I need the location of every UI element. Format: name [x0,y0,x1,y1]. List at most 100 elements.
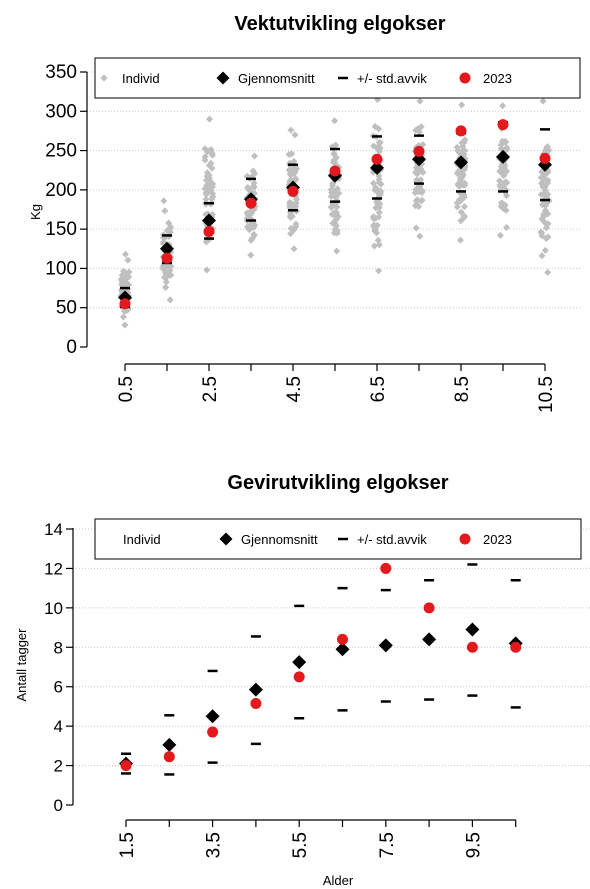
individ-point [160,197,168,205]
individ-point [457,174,465,182]
individ-point [205,181,213,189]
marker-2023 [329,165,341,177]
individ-point [542,206,550,214]
mean-marker [205,709,220,724]
individ-point [460,213,468,221]
chart-2-x-axis-label: Alder [323,873,354,888]
individ-point [290,157,298,165]
individ-point [251,170,259,178]
y-tick-label: 350 [45,62,77,83]
marker-2023 [245,197,257,209]
legend-mean-label: Gjennomsnitt [238,71,315,86]
individ-point [328,204,336,212]
y-tick-label: 150 [45,219,77,240]
individ-point [455,196,463,204]
legend-individ-icon [100,74,108,82]
individ-point [371,227,379,235]
individ-point [413,167,421,175]
individ-point [203,266,211,274]
marker-2023 [250,697,262,709]
individ-point [121,250,129,258]
individ-point [538,179,546,187]
individ-point [202,190,210,198]
marker-2023 [455,125,467,137]
individ-point [287,224,295,232]
mean-marker [248,682,263,697]
x-tick-label: 6.5 [368,376,389,402]
individ-point [203,172,211,180]
individ-point [544,190,552,198]
individ-point [375,213,383,221]
chart-1-y-axis-label: Kg [28,204,43,220]
individ-point [290,170,298,178]
individ-point [292,165,300,173]
y-tick-label: 2 [54,757,63,776]
individ-point [251,152,259,160]
individ-point [201,185,209,193]
y-tick-label: 0 [66,337,77,358]
x-tick-label: 4.5 [284,376,305,402]
legend-mean-icon [219,532,233,546]
individ-point [371,123,379,131]
individ-point [542,224,550,232]
marker-2023 [466,641,478,653]
y-tick-label: 4 [54,717,63,736]
legend-individ-label: Individ [122,71,160,86]
individ-point [250,183,258,191]
individ-point [287,230,295,238]
individ-point [291,202,299,210]
individ-point [285,150,293,158]
individ-point [162,284,170,292]
marker-2023 [510,641,522,653]
individ-point [249,167,257,175]
y-tick-label: 100 [45,258,77,279]
x-tick-label: 3.5 [204,832,225,858]
chart-2-y-axis-label: Antall tagger [14,628,29,702]
individ-point [497,163,505,171]
individ-point [539,97,547,105]
individ-point [376,144,384,152]
individ-point [201,145,209,153]
individ-point [416,232,424,240]
individ-point [369,179,377,187]
individ-point [333,247,341,255]
individ-point [207,159,215,167]
legend-2023-label: 2023 [483,532,512,547]
individ-point [503,179,511,187]
marker-2023 [423,602,435,614]
individ-point [328,210,336,218]
individ-point [375,208,383,216]
individ-point [412,224,420,232]
individ-point [501,201,509,209]
legend-std-label: +/- std.avvik [357,532,427,547]
mean-marker [335,642,350,657]
individ-point [417,197,425,205]
individ-point [498,137,506,145]
individ-point [538,168,546,176]
individ-point [119,313,127,321]
marker-2023 [163,751,175,763]
marker-2023 [413,145,425,157]
individ-point [502,167,510,175]
individ-point [541,183,549,191]
mean-marker [370,160,384,175]
individ-point [543,144,551,152]
individ-point [496,177,504,185]
individ-point [543,176,551,184]
individ-point [247,251,255,259]
individ-point [541,219,549,227]
individ-point [456,182,464,190]
individ-point [329,182,337,190]
legend-2023-label: 2023 [483,71,512,86]
individ-point [286,198,294,206]
chart-antlers: 0 2 4 6 8 10 12 14 1.5 3.5 5.5 7.5 9.5 Individ Gjennom… [44,518,590,858]
individ-point [118,271,126,279]
individ-point [456,236,464,244]
legend-mean-label: Gjennomsnitt [241,532,318,547]
mean-marker [160,241,174,256]
marker-2023 [203,226,215,237]
individ-point [208,151,216,159]
individ-point [414,185,422,193]
marker-2023 [287,185,299,197]
